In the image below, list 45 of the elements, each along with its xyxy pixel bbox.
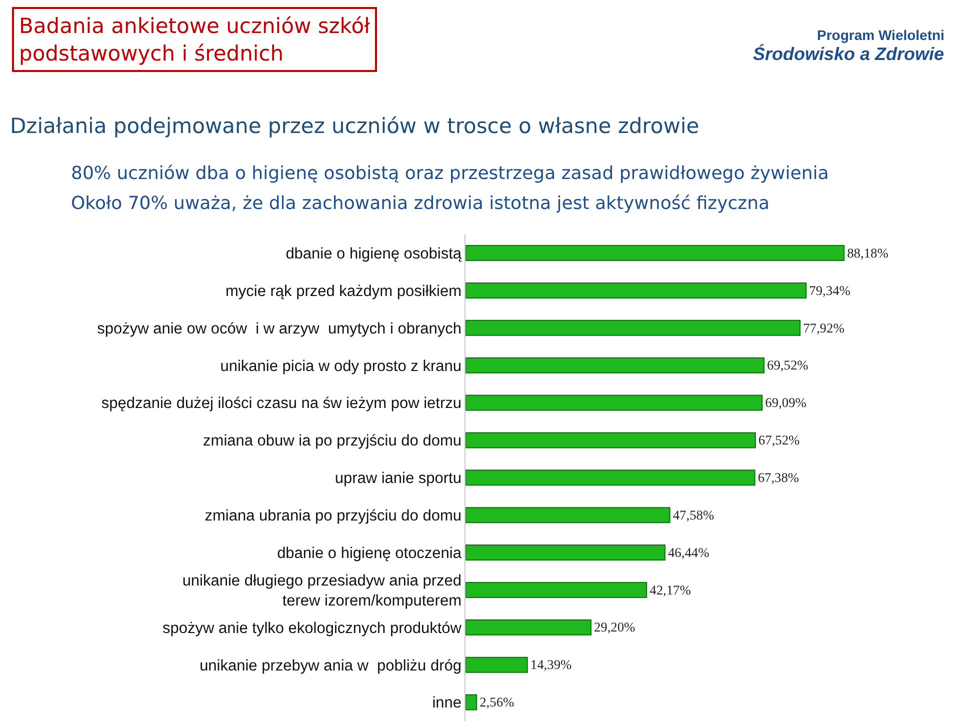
data-label: 42,17% (650, 582, 691, 598)
bar (466, 432, 756, 448)
bar (466, 507, 670, 524)
y-tick-label: unikanie picia w ody prosto z kranu (220, 358, 462, 375)
y-tick-label: unikanie przebyw ania w pobliżu dróg (200, 657, 462, 674)
text: Program Wieloletni (817, 27, 944, 43)
data-label: 29,20% (594, 620, 636, 635)
text: Środowisko a Zdrowie (753, 44, 944, 64)
data-label: 46,44% (668, 544, 710, 560)
bar (466, 582, 648, 598)
text: Około 70% uważa, że dla zachowania zdrowia istotna jest aktywność fizyczna (71, 193, 770, 214)
bar (466, 394, 763, 411)
data-label: 2,56% (480, 694, 514, 710)
y-tick-label: unikanie długiego przesiadyw ania przed terew izorem/komputerem (182, 572, 462, 610)
bar (466, 544, 666, 561)
data-label: 67,38% (758, 470, 800, 485)
data-label: 14,39% (530, 657, 572, 672)
bar (466, 694, 478, 710)
y-tick-label: spożyw anie tylko ekologicznych produktów (162, 620, 462, 637)
bar (466, 245, 845, 262)
data-label: 47,58% (672, 507, 714, 522)
y-tick-label: upraw ianie sportu (334, 470, 462, 488)
y-tick-label: inne (432, 694, 462, 712)
y-tick-label: dbanie o higienę otoczenia (277, 544, 462, 562)
y-tick-label: spędzanie dużej ilości czasu na św ieżym pow ietrzu (101, 395, 462, 412)
text: 80% uczniów dba o higienę osobistą oraz przestrzega zasad prawidłowego żywienia (71, 163, 829, 184)
bar (466, 357, 764, 374)
bar (466, 282, 807, 298)
data-label: 69,52% (767, 358, 808, 373)
data-label: 77,92% (803, 320, 844, 336)
y-tick-label: mycie rąk przed każdym posiłkiem (225, 282, 462, 300)
data-label: 88,18% (847, 245, 888, 260)
data-label: 69,09% (765, 395, 806, 410)
y-tick-label: dbanie o higienę osobistą (286, 245, 462, 262)
bar (466, 656, 528, 673)
bar (466, 619, 592, 636)
text: Badania ankietowe uczniów szkół podstawowych i średnich (19, 14, 370, 66)
chart-subtitle: Działania podejmowane przez uczniów w trosce o własne zdrowie (10, 114, 700, 138)
data-label: 67,52% (758, 432, 800, 448)
data-label: 79,34% (809, 282, 850, 298)
y-tick-label: zmiana ubrania po przyjściu do domu (204, 508, 462, 525)
bar (466, 470, 756, 486)
bar (466, 320, 801, 336)
y-tick-label: zmiana obuw ia po przyjściu do domu (203, 432, 462, 450)
y-tick-label: spożyw anie ow oców i w arzyw umytych i obranych (97, 320, 462, 338)
